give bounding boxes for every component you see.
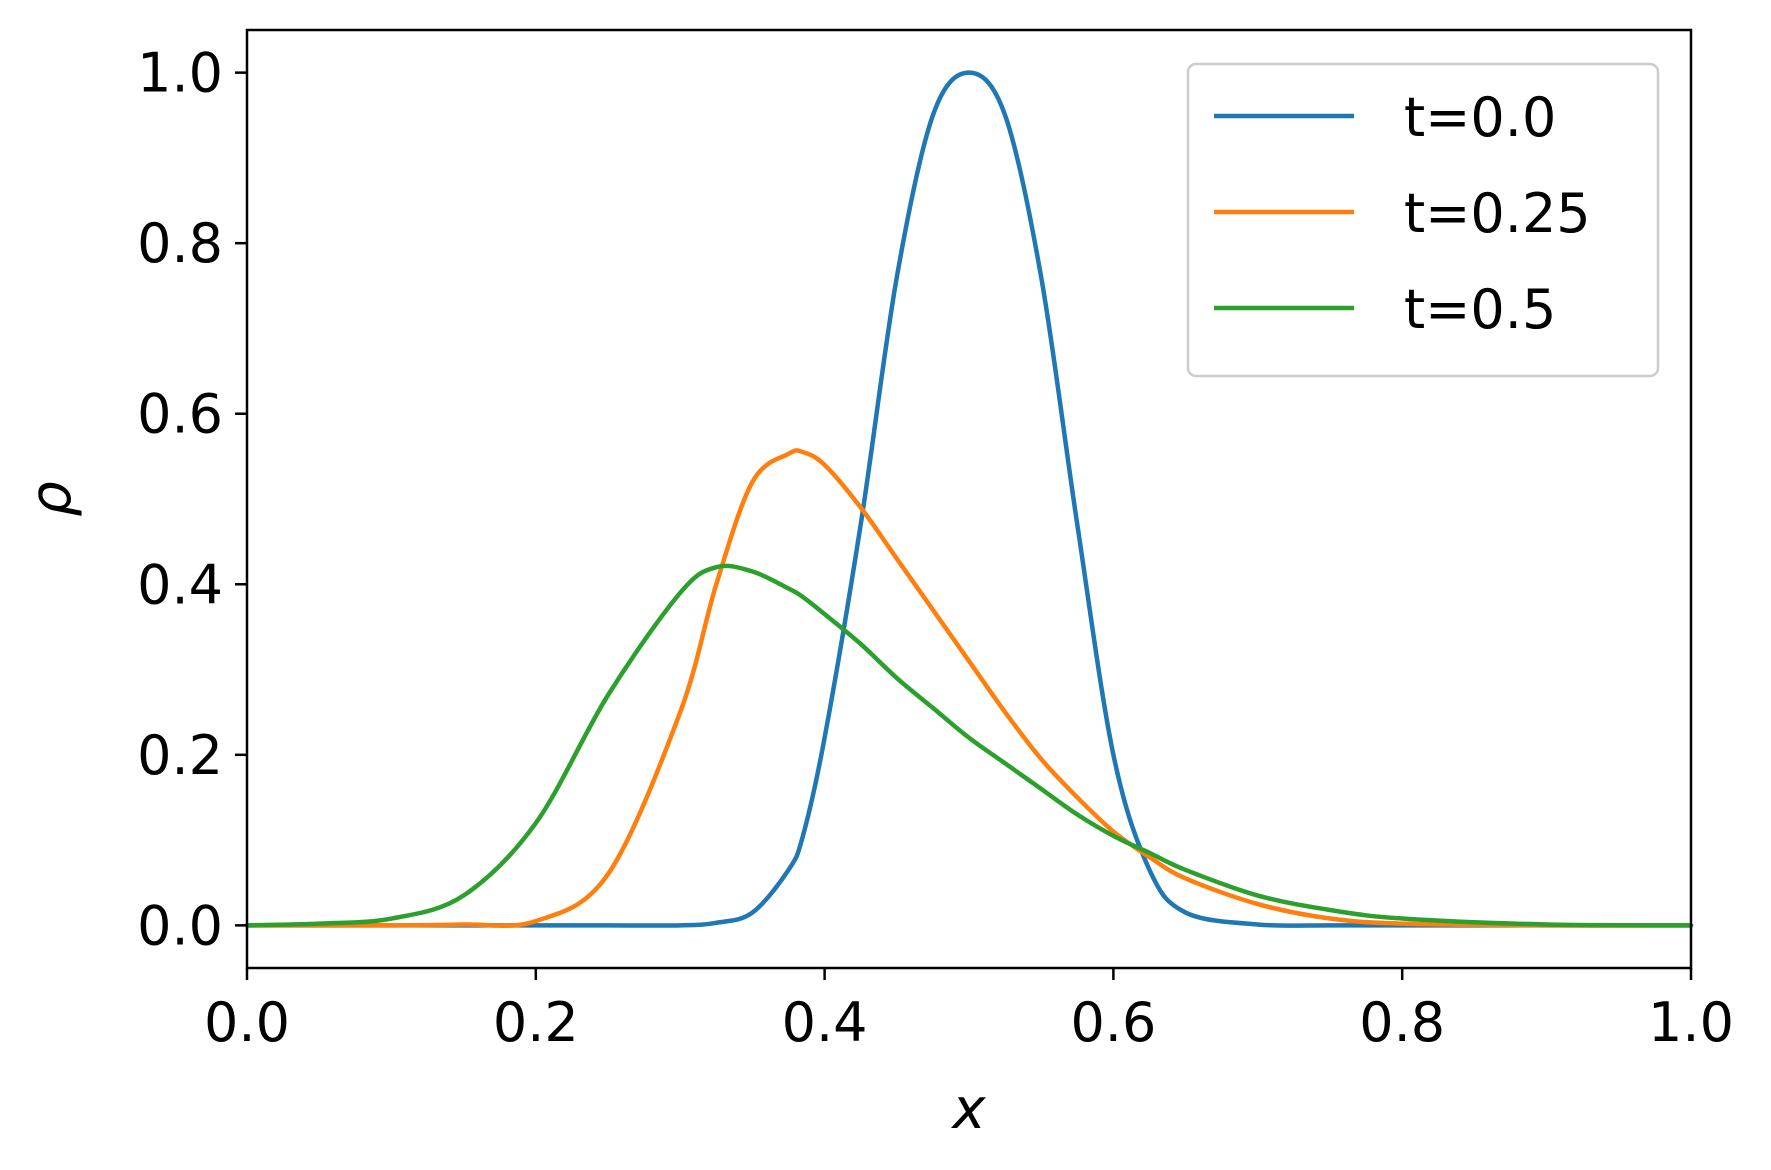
y-axis-label: ρ <box>19 481 84 517</box>
y-tick-label: 0.0 <box>137 894 223 957</box>
x-tick-label: 0.4 <box>782 991 868 1054</box>
series-line-2 <box>244 563 1694 928</box>
x-tick-label: 0.0 <box>204 991 290 1054</box>
x-tick-label: 0.2 <box>493 991 579 1054</box>
y-tick-label: 0.6 <box>137 383 223 446</box>
x-tick-label: 0.8 <box>1359 991 1445 1054</box>
series-line-1 <box>244 448 1694 928</box>
legend-label-2: t=0.5 <box>1404 278 1556 341</box>
legend: t=0.0 t=0.25 t=0.5 <box>1186 62 1660 378</box>
y-tick-label: 1.0 <box>137 42 223 105</box>
y-tick-label: 0.4 <box>137 553 223 616</box>
series-line-0 <box>244 70 1694 928</box>
x-axis-label: x <box>950 1077 986 1142</box>
y-axis: 0.0 0.2 0.4 0.6 0.8 1.0 <box>137 42 247 957</box>
legend-box <box>1186 62 1660 378</box>
y-tick-label: 0.8 <box>137 212 223 275</box>
x-tick-label: 0.6 <box>1070 991 1156 1054</box>
series-layer <box>244 70 1694 928</box>
legend-items: t=0.0 t=0.25 t=0.5 <box>1214 86 1591 341</box>
plot-frame <box>245 28 1693 970</box>
x-axis: 0.0 0.2 0.4 0.6 0.8 1.0 <box>204 968 1734 1054</box>
legend-label-1: t=0.25 <box>1404 182 1591 245</box>
x-tick-label: 1.0 <box>1648 991 1734 1054</box>
y-tick-label: 0.2 <box>137 724 223 787</box>
legend-label-0: t=0.0 <box>1404 86 1556 149</box>
